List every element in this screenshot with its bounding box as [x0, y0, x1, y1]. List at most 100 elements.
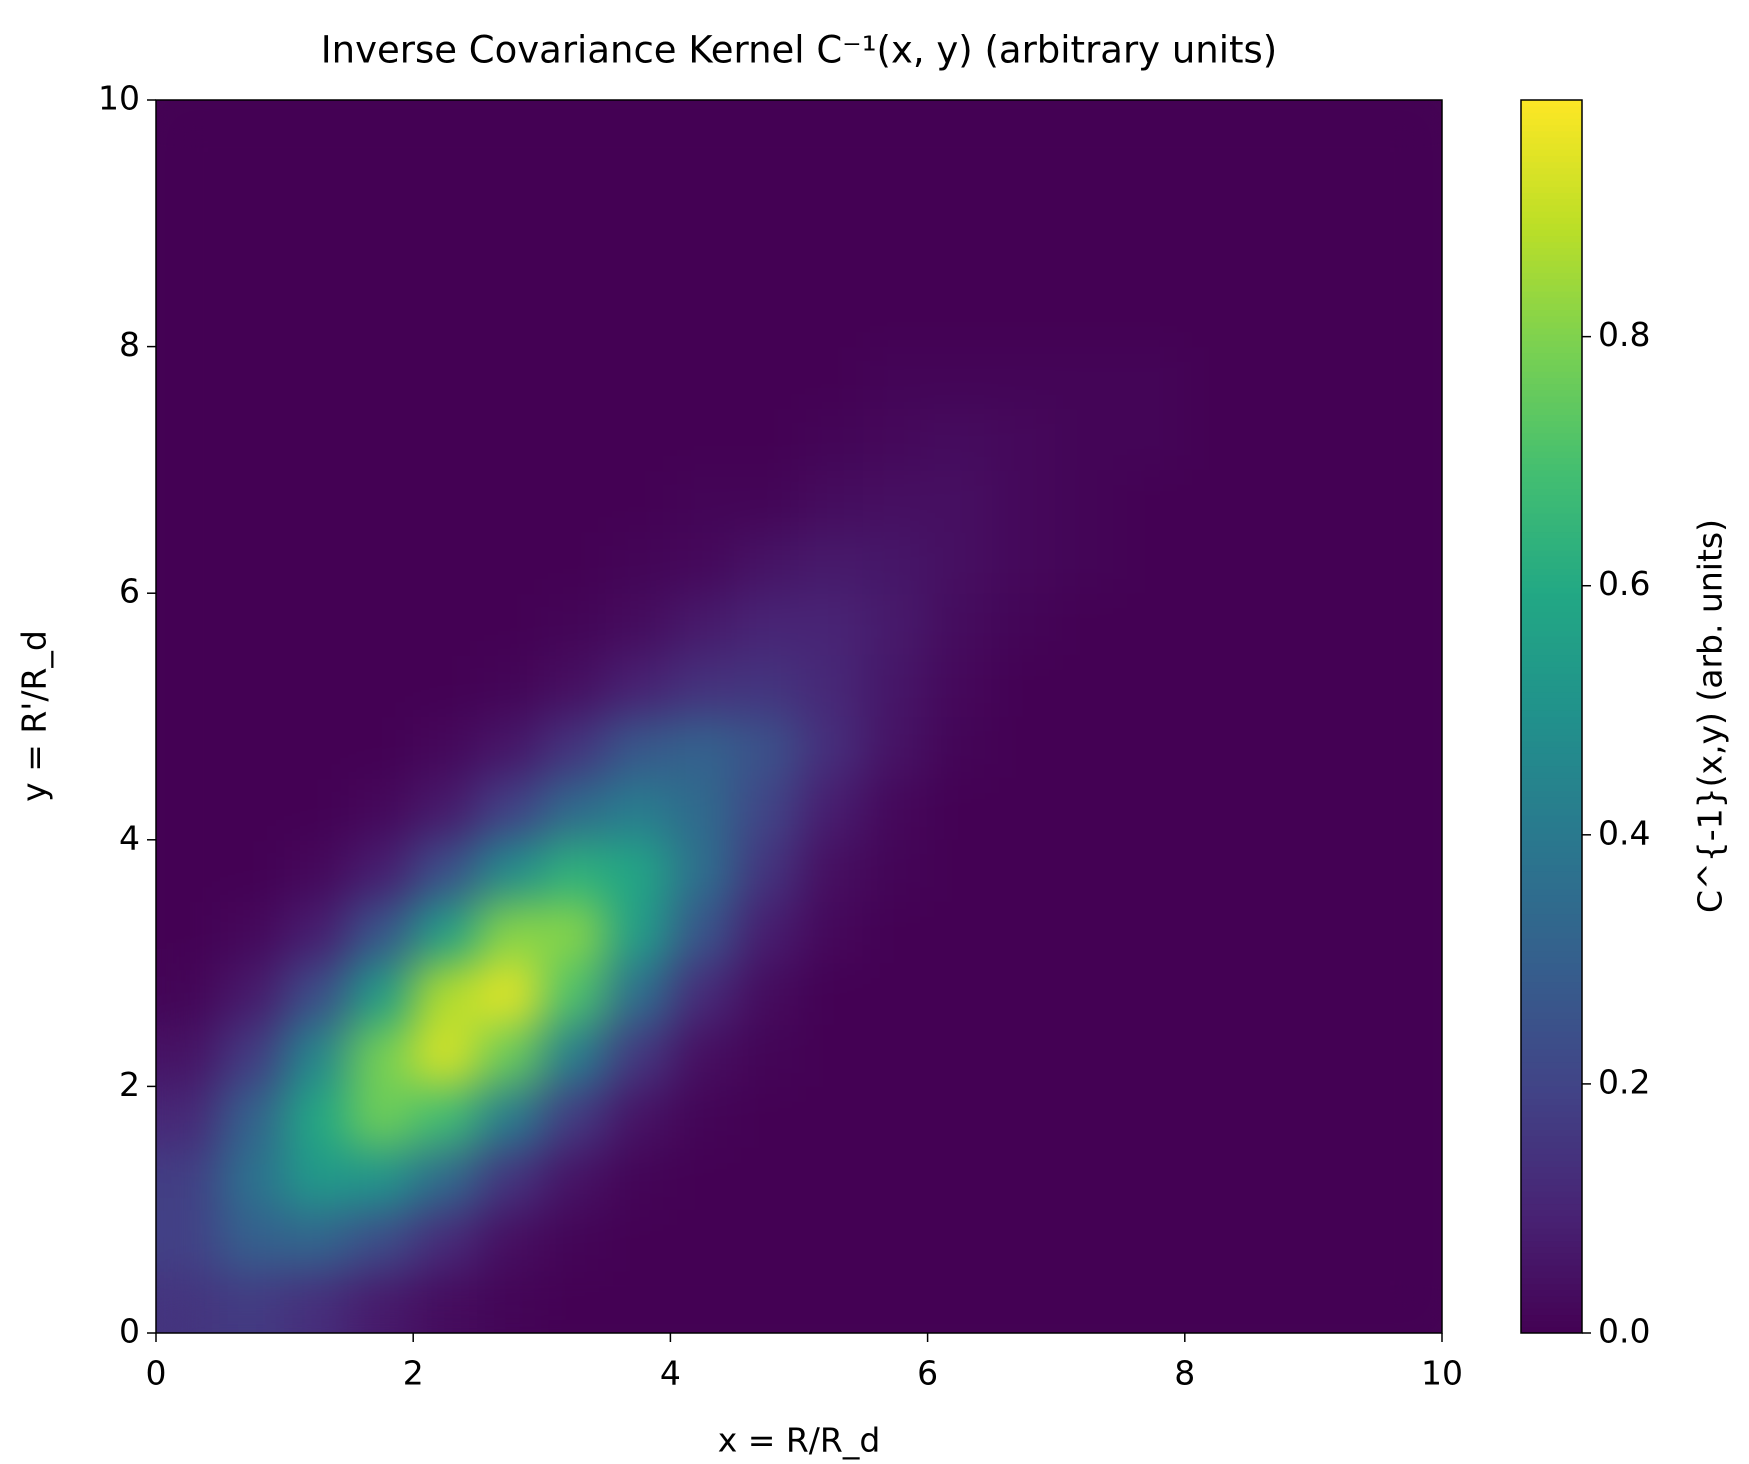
colorbar-strip [1521, 457, 1582, 465]
heatmap-cell [156, 222, 221, 286]
x-tick-label: 2 [403, 1354, 424, 1393]
heatmap-cell [348, 1147, 414, 1211]
colorbar-strip [1521, 956, 1582, 964]
heatmap-cell [605, 469, 671, 533]
heatmap-cell [798, 469, 864, 533]
heatmap-cell [477, 469, 543, 533]
heatmap-cell [734, 531, 800, 594]
colorbar-strip [1521, 913, 1582, 921]
heatmap-cell [669, 531, 736, 594]
heatmap-cell [605, 407, 671, 471]
heatmap-cell [1055, 222, 1121, 286]
colorbar-strip [1521, 1159, 1582, 1168]
heatmap-cell [412, 469, 478, 533]
colorbar-strip [1521, 475, 1582, 483]
heatmap-cell [156, 284, 221, 348]
colorbar-strip [1521, 605, 1582, 613]
colorbar-strip [1521, 1085, 1582, 1094]
heatmap-cell [348, 1024, 414, 1087]
colorbar-strip [1521, 999, 1582, 1007]
heatmap-cell [1377, 407, 1442, 471]
heatmap-cell [1377, 222, 1442, 286]
heatmap-cell [669, 1147, 736, 1211]
heatmap-cell [605, 777, 671, 841]
x-tick-label: 4 [660, 1354, 681, 1393]
heatmap-cell [1120, 654, 1186, 717]
heatmap-cell [862, 1147, 929, 1211]
plot-frame [155, 99, 1443, 1334]
colorbar-strip [1521, 1209, 1582, 1217]
colorbar-strip [1521, 888, 1582, 896]
colorbar-strip [1521, 1098, 1582, 1106]
heatmap-cell [798, 654, 864, 717]
heatmap-cell [669, 469, 736, 533]
heatmap-cell [862, 777, 929, 841]
heatmap-cell [156, 346, 221, 409]
heatmap-cell [798, 777, 864, 841]
colorbar-strip [1521, 1320, 1582, 1328]
heatmap-cell [348, 654, 414, 717]
heatmap-cell [669, 161, 736, 224]
heatmap-cell [991, 654, 1057, 717]
colorbar-strip [1521, 716, 1582, 724]
colorbar-strip [1521, 703, 1582, 711]
heatmap-cell [991, 1085, 1057, 1149]
colorbar-strip [1521, 191, 1582, 200]
heatmap-cell [798, 407, 864, 471]
heatmap-cell [477, 284, 543, 348]
colorbar-strip [1521, 1048, 1582, 1057]
heatmap-cell [605, 592, 671, 656]
colorbar-strip [1521, 290, 1582, 298]
colorbar-strip [1521, 481, 1582, 489]
heatmap-cell [1248, 531, 1314, 594]
colorbar-strip [1521, 857, 1582, 865]
colorbar-strip [1521, 333, 1582, 341]
colorbar-strip [1521, 370, 1582, 378]
heatmap-cell [1377, 716, 1442, 779]
heatmap-cell [1377, 284, 1442, 348]
heatmap-cell [156, 962, 221, 1026]
heatmap-cell [927, 839, 993, 902]
heatmap-cell [1184, 407, 1250, 471]
heatmap-cell [412, 839, 478, 902]
heatmap-cell [605, 839, 671, 902]
colorbar-strip [1521, 524, 1582, 533]
heatmap-cell [734, 1147, 800, 1211]
heatmap-cell [541, 716, 607, 779]
heatmap-cell [284, 161, 350, 224]
heatmap-cell [1184, 531, 1250, 594]
heatmap-cell [412, 1085, 478, 1149]
colorbar-strip [1521, 376, 1582, 385]
heatmap-cell [798, 531, 864, 594]
heatmap-cell [156, 161, 221, 224]
heatmap-cell [669, 1085, 736, 1149]
heatmap-cell [1120, 100, 1186, 163]
heatmap-cell [862, 962, 929, 1026]
heatmap-cell [156, 900, 221, 964]
colorbar-strip [1521, 327, 1582, 335]
heatmap-cell [1248, 1085, 1314, 1149]
heatmap-cell [1248, 469, 1314, 533]
colorbar-strip [1521, 722, 1582, 730]
heatmap-cell [862, 407, 929, 471]
heatmap-cell [1184, 346, 1250, 409]
heatmap-cell [219, 407, 286, 471]
heatmap-cell [541, 531, 607, 594]
heatmap-cell [1248, 900, 1314, 964]
heatmap-cell [541, 777, 607, 841]
colorbar-strip [1521, 746, 1582, 754]
x-tick-label: 8 [1174, 1354, 1195, 1393]
heatmap-cell [412, 346, 478, 409]
colorbar-strip [1521, 900, 1582, 909]
heatmap-cell [862, 592, 929, 656]
heatmap-cell [1184, 1270, 1250, 1333]
heatmap-cell [284, 531, 350, 594]
heatmap-cell [669, 346, 736, 409]
heatmap-cell [798, 1085, 864, 1149]
heatmap-cell [1120, 531, 1186, 594]
heatmap-cell [541, 346, 607, 409]
heatmap-cell [156, 716, 221, 779]
heatmap-cell [477, 346, 543, 409]
y-tick-label: 10 [98, 79, 140, 118]
heatmap-cell [1184, 592, 1250, 656]
